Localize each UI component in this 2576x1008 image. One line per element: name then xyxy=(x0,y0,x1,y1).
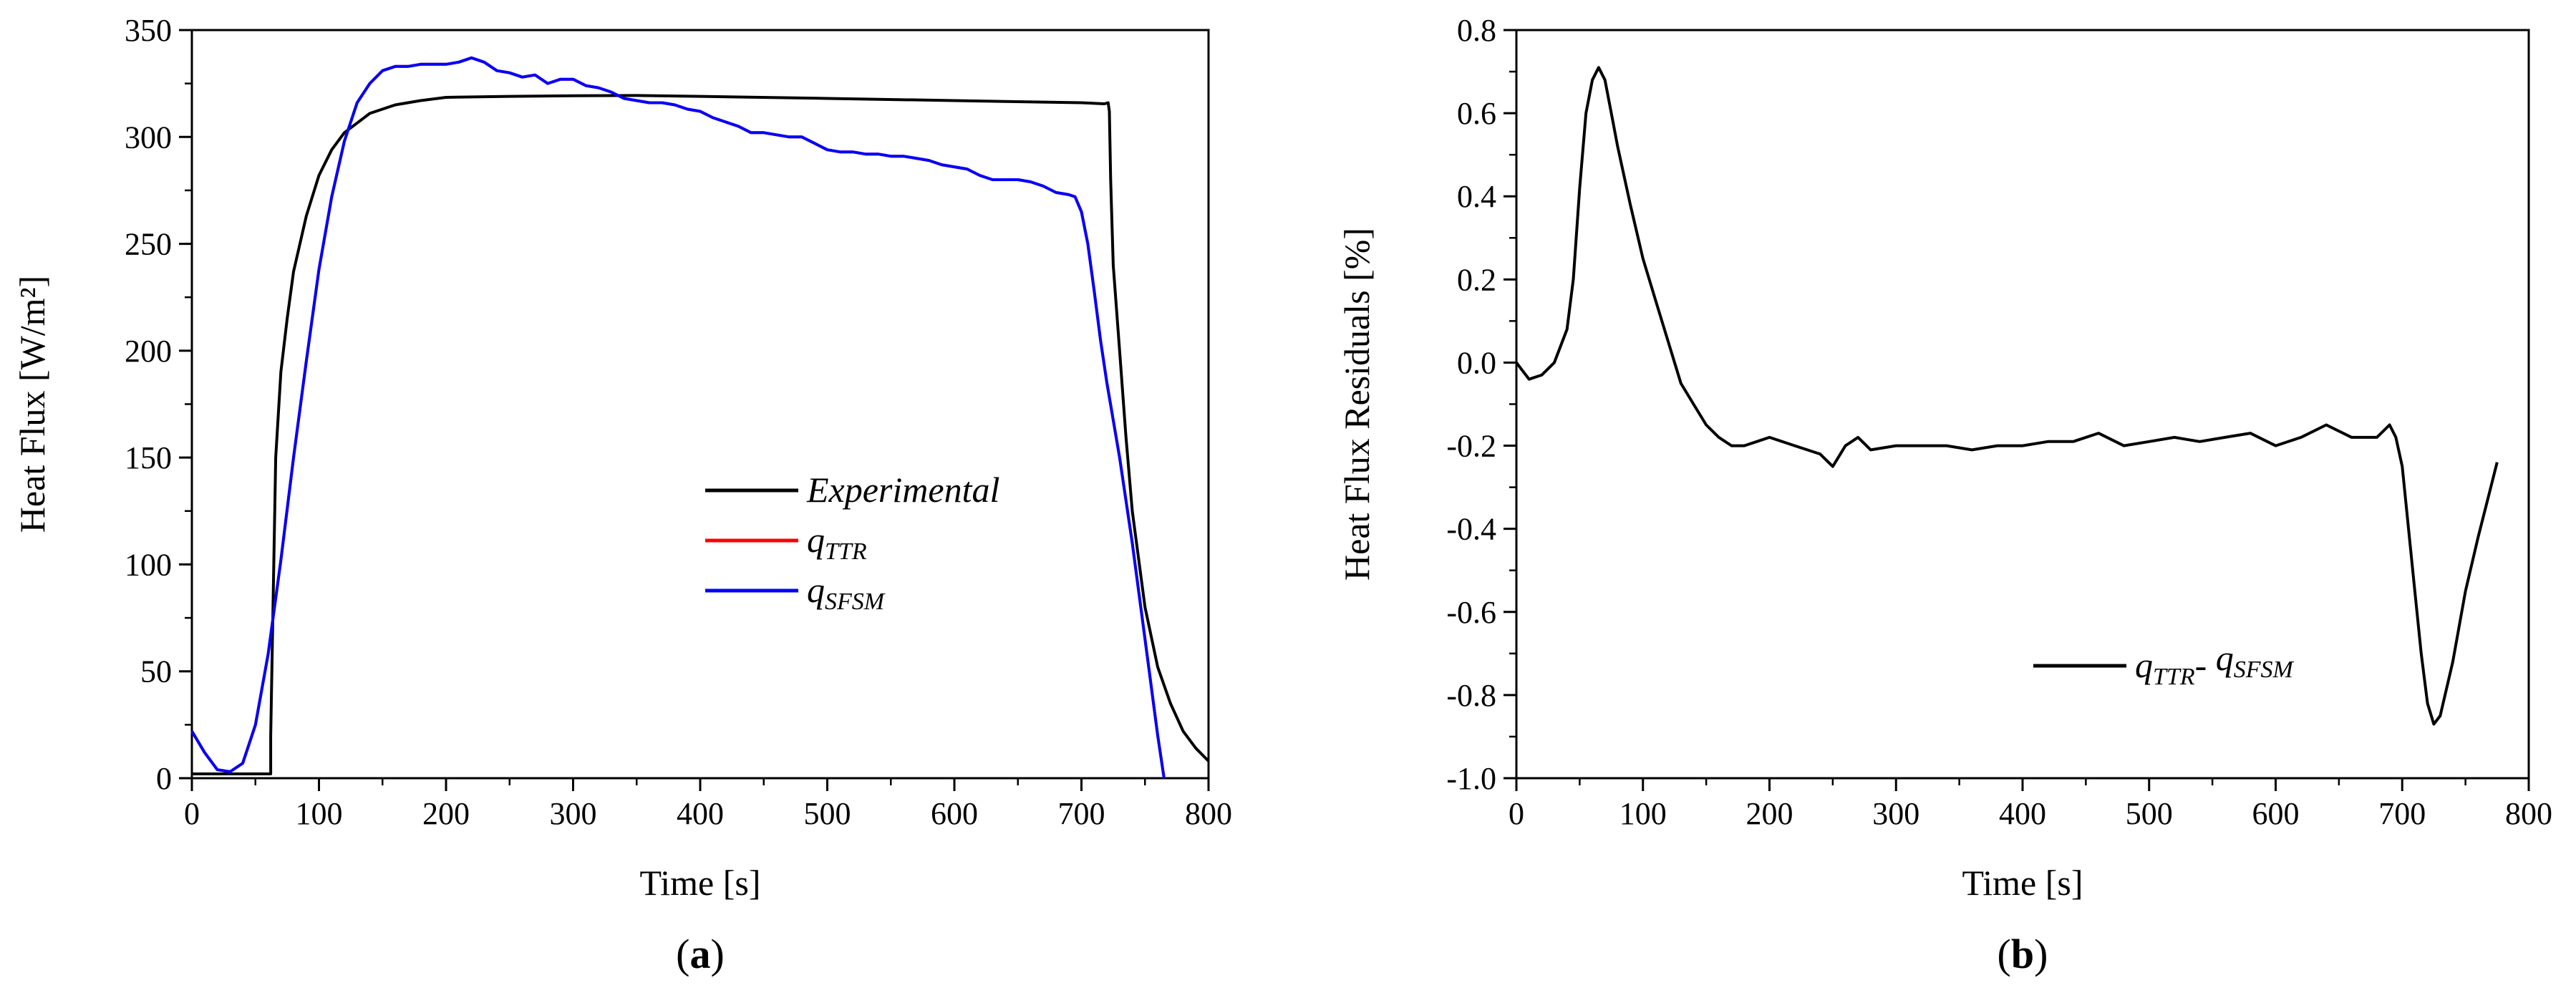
x-tick-label: 500 xyxy=(2126,796,2173,831)
y-tick-label: 350 xyxy=(125,13,172,48)
y-axis-label: Heat Flux Residuals [%] xyxy=(1337,228,1377,581)
legend-text-sub: SFSM xyxy=(825,588,886,615)
x-tick-label: 200 xyxy=(422,796,470,831)
x-tick-label: 700 xyxy=(2378,796,2426,831)
y-tick-label: 0.2 xyxy=(1457,262,1496,297)
y-tick-label: 0.4 xyxy=(1457,179,1496,214)
y-axis-label: Heat Flux [W/m²] xyxy=(12,276,52,533)
series-line-q-sfsm xyxy=(190,56,1166,779)
x-tick-label: 100 xyxy=(296,796,343,831)
x-tick-label: 200 xyxy=(1746,796,1793,831)
legend-text-part: SFSM xyxy=(2234,656,2295,683)
x-tick-label: 500 xyxy=(804,796,851,831)
y-tick-label: -0.2 xyxy=(1446,429,1496,464)
x-tick-label: 300 xyxy=(550,796,597,831)
legend-text-sub: TTR xyxy=(825,538,867,565)
x-tick-label: 300 xyxy=(1872,796,1919,831)
legend-text-main: Experimental xyxy=(806,470,999,510)
y-tick-label: -0.6 xyxy=(1446,595,1496,630)
legend-text-part: TTR xyxy=(2153,664,2195,690)
x-tick-label: 100 xyxy=(1619,796,1667,831)
x-tick-label: 400 xyxy=(677,796,724,831)
series-line-q-ttr-q-sfsm xyxy=(1515,66,2499,726)
legend-entry-label: qTTR- qSFSM xyxy=(2135,638,2295,690)
series-line-experimental xyxy=(192,94,1210,775)
legend-text-part: - xyxy=(2195,645,2216,685)
x-tick-label: 0 xyxy=(184,796,200,831)
y-tick-label: -0.4 xyxy=(1446,512,1496,547)
plot-frame xyxy=(1515,29,2530,780)
legend-entry-label: Experimental xyxy=(806,470,999,510)
y-tick-label: 50 xyxy=(140,654,172,689)
y-tick-label: 150 xyxy=(125,440,172,475)
y-tick-label: 200 xyxy=(125,334,172,369)
legend-text-part: q xyxy=(2216,638,2234,678)
y-tick-label: 0.6 xyxy=(1457,96,1496,131)
panel-label: (a) xyxy=(676,931,725,977)
legend-entry-label: qSFSM xyxy=(807,570,886,615)
panel-label: (b) xyxy=(1998,931,2048,977)
y-tick-label: -1.0 xyxy=(1446,761,1496,796)
x-tick-label: 700 xyxy=(1058,796,1105,831)
legend-entry-label: qTTR xyxy=(807,520,867,565)
x-tick-label: 600 xyxy=(931,796,978,831)
y-tick-label: 0.0 xyxy=(1457,345,1496,380)
x-axis-label: Time [s] xyxy=(1962,863,2083,903)
y-tick-label: 250 xyxy=(125,227,172,262)
x-tick-label: 600 xyxy=(2252,796,2300,831)
y-tick-label: -0.8 xyxy=(1446,678,1496,713)
x-tick-label: 800 xyxy=(1185,796,1232,831)
x-tick-label: 800 xyxy=(2505,796,2552,831)
y-tick-label: 300 xyxy=(125,120,172,155)
y-tick-label: 0 xyxy=(156,761,172,796)
x-axis-label: Time [s] xyxy=(639,863,760,903)
chart-panel-b: 0 100 200 300 400 500 600 700 800-1.0-0.8-0.6-0.… xyxy=(1337,13,2552,977)
chart-panel-a: 0 100 200 300 400 500 600 700 800 0 50 100 150 200 250… xyxy=(12,13,1232,977)
legend: qTTR- qSFSM xyxy=(2033,638,2295,690)
y-tick-label: 0.8 xyxy=(1457,13,1496,48)
legend-text-part: q xyxy=(2135,645,2153,685)
x-tick-label: 400 xyxy=(1999,796,2046,831)
x-tick-label: 0 xyxy=(1509,796,1524,831)
legend-text-main: q xyxy=(807,520,825,560)
y-tick-label: 100 xyxy=(125,547,172,582)
legend-text-main: q xyxy=(807,570,825,610)
